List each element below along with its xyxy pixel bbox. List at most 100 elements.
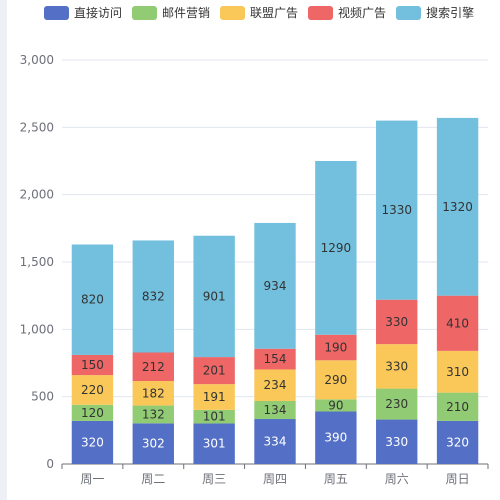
data-label: 330 [385,315,408,329]
legend-label: 搜索引擎 [426,6,475,20]
x-tick-label: 周三 [202,472,226,486]
bar-segment [436,392,479,421]
data-label: 132 [142,407,165,421]
bar-segment [376,344,418,389]
data-label: 134 [264,403,287,417]
y-tick-label: 1,000 [20,322,54,336]
data-label: 934 [264,279,287,293]
data-label: 90 [328,398,343,412]
bar-segment [376,419,418,464]
data-label: 290 [324,373,347,387]
bar-segment [254,222,296,349]
y-tick-label: 1,500 [20,255,54,269]
x-tick-label: 周六 [385,472,409,486]
data-label: 901 [203,289,226,303]
bar-segment [436,350,479,393]
bar-segment [436,295,479,351]
bar-segment [436,117,479,296]
bar-segment [71,420,114,464]
data-label: 1290 [321,241,352,255]
legend-label: 邮件营销 [162,6,211,20]
bar-segment [315,360,357,400]
bar-segment [376,120,418,300]
y-tick-label: 3,000 [20,53,54,67]
data-label: 234 [264,378,287,392]
bar-segment [71,354,114,376]
data-label: 191 [203,390,226,404]
data-label: 1320 [442,200,473,214]
data-label: 220 [81,383,104,397]
data-label: 201 [203,364,226,378]
data-label: 190 [324,341,347,355]
y-tick-label: 500 [31,390,54,404]
data-label: 820 [81,293,104,307]
data-label: 330 [385,359,408,373]
legend-swatch [132,5,158,20]
data-label: 154 [264,352,287,366]
x-tick-label: 周四 [263,472,287,486]
bar-segment [254,400,296,420]
bar-segment [132,352,174,382]
data-label: 301 [203,437,226,451]
data-label: 334 [264,435,287,449]
data-label: 390 [324,431,347,445]
legend-swatch [396,5,422,20]
chart-legend: 直接访问 邮件营销 联盟广告 视频广告 搜索引擎 [44,4,484,21]
y-tick-label: 2,000 [20,188,54,202]
data-label: 182 [142,386,165,400]
bar-segment [193,384,235,410]
data-label: 832 [142,289,165,303]
bar-segment [315,161,357,335]
data-label: 302 [142,437,165,451]
legend-item[interactable]: 视频广告 [308,4,386,21]
bar-segment [132,240,174,353]
bar-segment [315,411,357,464]
bar-segment [132,423,174,464]
bar-segment [254,369,296,401]
bar-segment [132,381,174,406]
legend-label: 联盟广告 [250,6,299,20]
data-label: 320 [446,435,469,449]
x-tick-label: 周一 [80,472,104,486]
data-label: 120 [81,406,104,420]
x-tick-label: 周二 [141,472,165,486]
bar-segment [193,235,235,358]
legend-item[interactable]: 直接访问 [44,4,122,21]
x-tick-label: 周五 [324,472,348,486]
data-label: 330 [385,435,408,449]
data-label: 410 [446,316,469,330]
legend-item[interactable]: 搜索引擎 [396,4,474,21]
bar-segment [132,405,174,424]
y-tick-label: 2,500 [20,120,54,134]
legend-swatch [44,5,69,20]
bar-segment [254,419,296,464]
data-label: 230 [385,397,408,411]
bar-segment [193,423,235,464]
bar-segment [71,244,114,355]
bar-segment [254,348,296,370]
x-tick-label: 周日 [446,472,470,486]
bar-segment [376,299,418,345]
y-tick-label: 0 [46,457,54,471]
data-label: 150 [81,358,104,372]
bar-segment [436,420,479,464]
bar-segment [315,399,357,412]
legend-swatch [308,5,334,20]
legend-item[interactable]: 邮件营销 [132,4,210,21]
data-label: 320 [81,435,104,449]
data-label: 101 [203,410,226,424]
data-label: 212 [142,360,165,374]
data-label: 310 [446,365,469,379]
bar-segment [193,409,235,424]
legend-item[interactable]: 联盟广告 [220,4,298,21]
data-label: 210 [446,400,469,414]
legend-label: 直接访问 [74,6,123,20]
legend-swatch [220,5,246,20]
bar-segment [71,375,114,405]
bar-segment [315,334,357,361]
legend-label: 视频广告 [338,6,387,20]
bar-segment [193,357,235,385]
bar-segment [376,388,418,420]
